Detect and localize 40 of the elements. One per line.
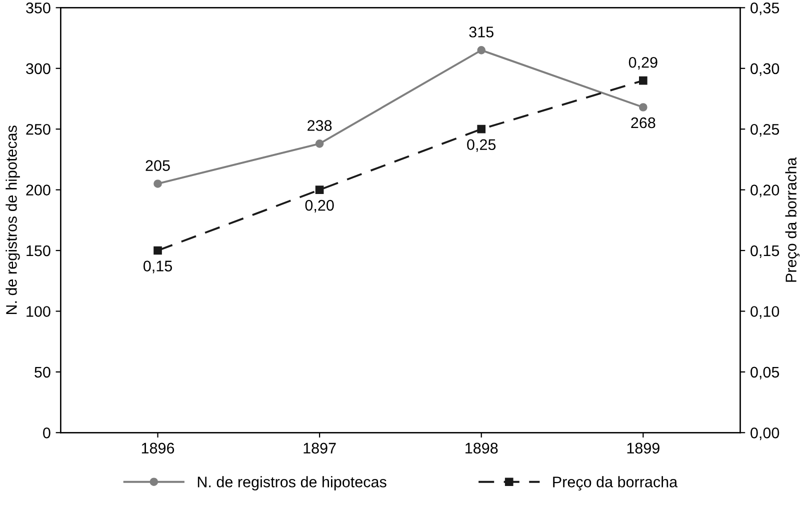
data-label: 238 bbox=[308, 120, 332, 131]
data-label: 268 bbox=[631, 117, 656, 128]
point bbox=[315, 186, 324, 194]
y2-tick-label: 0,00 bbox=[750, 428, 780, 440]
y2-tick-label: 0,20 bbox=[750, 184, 780, 198]
y2-tick-label: 0,25 bbox=[750, 124, 780, 137]
data-label: 0,29 bbox=[628, 56, 658, 70]
data-label: 315 bbox=[469, 26, 494, 38]
y-tick-label: 200 bbox=[26, 184, 50, 196]
y-tick-label: 300 bbox=[26, 63, 50, 74]
legend-label: Preço da borracha bbox=[553, 476, 678, 490]
data-label: 0,25 bbox=[467, 139, 496, 152]
x-tick-label: 1896 bbox=[142, 442, 174, 454]
data-label: 0,15 bbox=[143, 260, 172, 274]
y2-tick-label: 0,15 bbox=[750, 245, 780, 258]
y2-tick-label: 0,35 bbox=[750, 2, 780, 16]
x-tick-label: 1898 bbox=[466, 442, 498, 454]
y-axis-title: N. de registros de hipotecas bbox=[6, 126, 20, 314]
point bbox=[315, 140, 324, 148]
y-tick-label: 350 bbox=[26, 2, 50, 14]
legend-label: N. de registros de hipotecas bbox=[198, 476, 386, 490]
point bbox=[477, 124, 486, 134]
y-tick-label: 50 bbox=[34, 366, 50, 378]
x-tick-label: 1897 bbox=[304, 442, 336, 454]
y2-tick-label: 0,05 bbox=[750, 366, 780, 380]
point bbox=[154, 180, 162, 188]
x-tick-label: 1899 bbox=[627, 442, 660, 454]
y2-tick-label: 0,10 bbox=[750, 306, 780, 319]
point bbox=[638, 76, 648, 85]
y-tick-label: 0 bbox=[43, 428, 50, 438]
point bbox=[638, 103, 648, 112]
y2-axis-title: Preço da borracha bbox=[785, 157, 800, 282]
data-label: 205 bbox=[146, 160, 170, 171]
y-tick-label: 100 bbox=[26, 306, 50, 317]
y-tick-label: 250 bbox=[26, 124, 50, 135]
y-tick-label: 150 bbox=[26, 245, 50, 256]
point bbox=[154, 246, 162, 255]
point bbox=[477, 46, 486, 54]
y2-tick-label: 0,30 bbox=[750, 63, 780, 76]
data-label: 0,20 bbox=[305, 200, 334, 213]
